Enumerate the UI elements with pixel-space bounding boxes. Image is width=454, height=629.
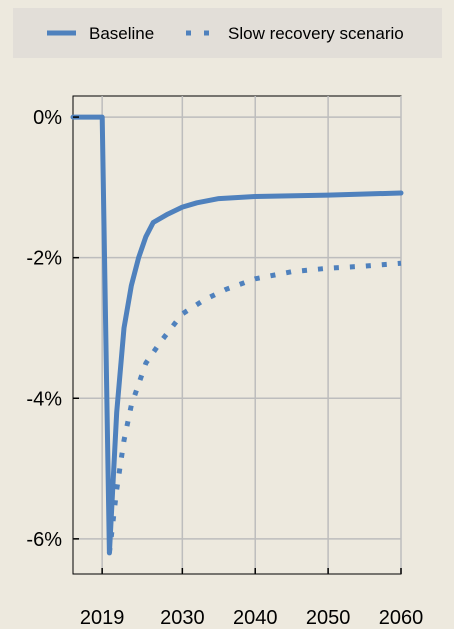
y-tick-label: -2%: [26, 248, 62, 270]
x-tick-label: 2030: [160, 607, 205, 629]
legend-label: Slow recovery scenario: [228, 24, 404, 43]
legend-box: [13, 8, 442, 58]
x-tick-label: 2019: [80, 607, 125, 629]
baseline-line: [70, 114, 404, 556]
y-tick-label: -4%: [26, 388, 62, 410]
y-tick-label: -6%: [26, 529, 62, 551]
x-tick-label: 2060: [379, 607, 424, 629]
axes: 0% -2% -4% -6% 2019 2030 2040 2050 2060: [26, 107, 423, 629]
legend-label: Baseline: [89, 24, 154, 43]
slow-recovery-line: [106, 260, 402, 554]
legend: Baseline Slow recovery scenario: [47, 24, 404, 43]
y-tick-label: 0%: [33, 107, 62, 129]
x-tick-label: 2050: [306, 607, 351, 629]
x-tick-label: 2040: [233, 607, 278, 629]
gridlines: [73, 96, 402, 574]
series-lines: [70, 114, 404, 556]
